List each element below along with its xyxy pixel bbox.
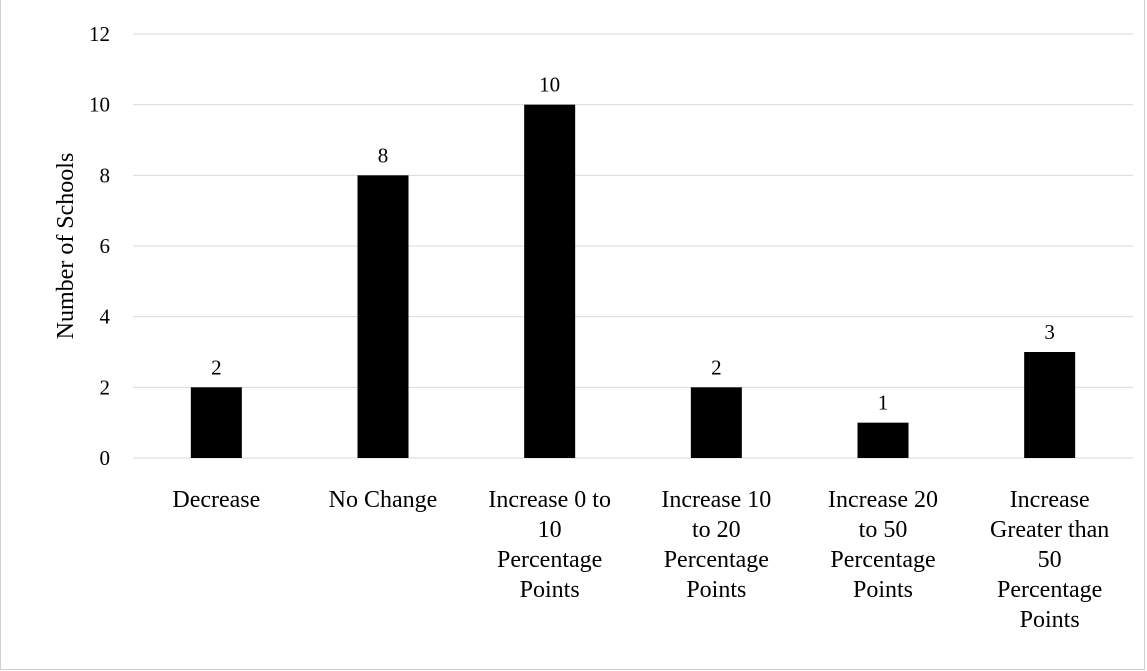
x-category-label-line: to 20 — [692, 517, 741, 543]
x-category-label: Increase 10 to 20 Percentage Points — [661, 487, 771, 603]
y-axis-title: Number of Schools — [53, 153, 79, 340]
x-category-label-line: Points — [1020, 607, 1080, 633]
x-category-label-line: Percentage — [830, 547, 935, 573]
x-category-label: Decrease — [172, 487, 260, 513]
data-label: 2 — [711, 355, 722, 379]
x-category-label-line: Increase 10 — [661, 487, 771, 513]
y-tick-label: 12 — [89, 22, 110, 46]
y-tick-label: 2 — [100, 375, 111, 399]
bar — [857, 422, 909, 458]
x-category-label-line: Percentage — [497, 547, 602, 573]
y-tick-label: 0 — [100, 446, 111, 470]
x-category-label-line: Percentage — [997, 577, 1102, 603]
x-category-label-line: to 50 — [859, 517, 908, 543]
data-label: 2 — [211, 355, 222, 379]
x-category-label-line: Increase 20 — [828, 487, 938, 513]
x-category-label-line: Increase 0 to — [488, 487, 611, 513]
x-category-label-line: 50 — [1038, 547, 1062, 573]
bar — [524, 104, 576, 459]
bar — [190, 387, 242, 458]
y-tick-label: 6 — [100, 234, 111, 258]
bar — [690, 387, 742, 458]
y-tick-label: 8 — [100, 163, 111, 187]
x-category-label: No Change — [329, 487, 438, 513]
x-category-label: Increase Greater than 50 Percentage Points — [990, 487, 1109, 633]
x-category-label: Increase 20 to 50 Percentage Points — [828, 487, 938, 603]
x-category-label-line: Points — [520, 577, 580, 603]
bar — [357, 175, 409, 459]
bar — [1024, 352, 1076, 458]
x-category-label-line: Points — [853, 577, 913, 603]
x-category-label-line: No Change — [329, 487, 438, 513]
x-category-label-line: Points — [686, 577, 746, 603]
data-label: 1 — [878, 391, 889, 415]
data-label: 8 — [378, 143, 389, 167]
x-category-label-line: Percentage — [664, 547, 769, 573]
data-label: 10 — [539, 73, 560, 97]
x-category-label-line: Greater than — [990, 517, 1109, 543]
data-label: 3 — [1044, 320, 1055, 344]
y-tick-label: 4 — [100, 305, 111, 329]
y-tick-label: 10 — [89, 93, 110, 117]
x-category-label-line: Decrease — [172, 487, 260, 513]
x-category-label: Increase 0 to 10 Percentage Points — [488, 487, 611, 603]
x-category-label-line: 10 — [538, 517, 562, 543]
x-category-label-line: Increase — [1010, 487, 1090, 513]
